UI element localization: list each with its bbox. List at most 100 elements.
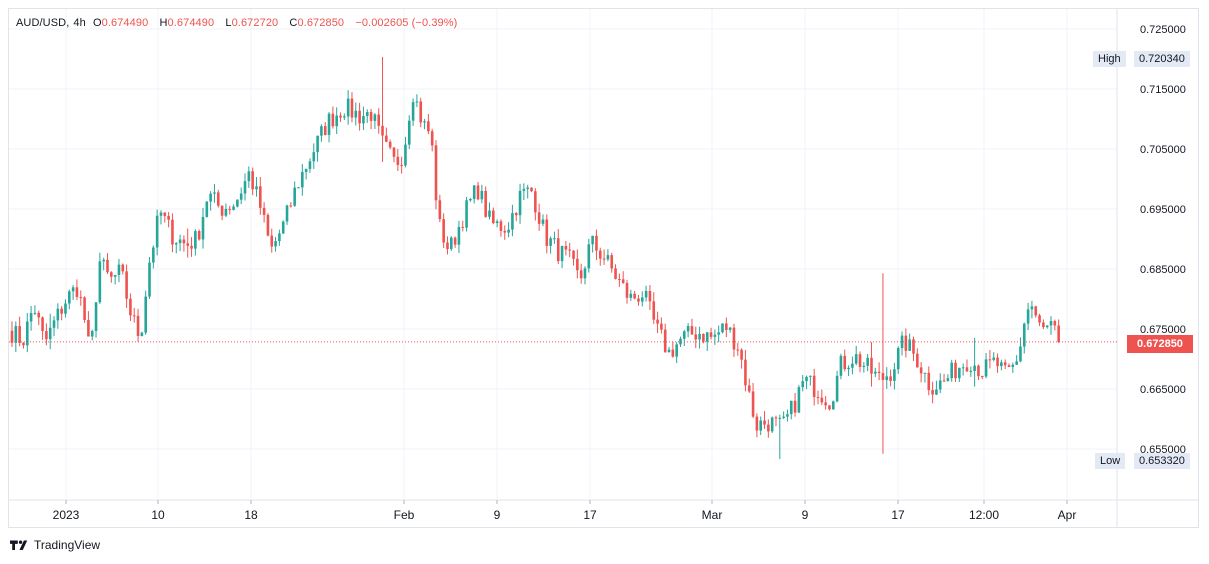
candle-body <box>598 250 602 259</box>
candle <box>770 416 774 434</box>
open-value: 0.674490 <box>101 17 149 29</box>
candle-body <box>793 400 797 413</box>
candle <box>820 389 824 406</box>
brand-name[interactable]: TradingView <box>34 538 101 552</box>
candle <box>125 264 128 308</box>
candle <box>644 285 648 302</box>
candle-body <box>1049 321 1053 326</box>
candle <box>595 229 598 261</box>
candle <box>747 378 751 393</box>
candle-body <box>633 293 636 299</box>
candle <box>717 325 720 343</box>
candle-body <box>258 186 262 208</box>
candle-body <box>220 205 224 216</box>
candle <box>1053 319 1057 331</box>
y-tick-label: 0.725000 <box>1140 24 1186 36</box>
candle-body <box>656 319 659 324</box>
candle-body <box>977 365 980 377</box>
candle-body <box>48 327 52 340</box>
interval-label[interactable]: 4h <box>73 17 86 29</box>
low-label: L <box>225 17 232 29</box>
candle <box>690 318 694 335</box>
candle <box>854 345 858 366</box>
y-tick-label: 0.675000 <box>1140 324 1186 336</box>
candle-body <box>606 255 610 260</box>
candle <box>186 228 190 258</box>
candle-body <box>889 376 892 381</box>
candle <box>992 352 996 362</box>
candle <box>438 194 442 223</box>
candle-body <box>755 416 759 431</box>
candle <box>255 177 258 197</box>
candle-body <box>511 213 514 230</box>
candle <box>904 328 908 358</box>
candle <box>132 307 136 323</box>
high-value: 0.674490 <box>167 17 215 29</box>
candle-body <box>186 243 190 246</box>
tradingview-logo-icon[interactable] <box>10 539 30 551</box>
candle <box>159 210 163 225</box>
candle-body <box>480 190 484 200</box>
candle-body <box>541 219 545 224</box>
candle <box>640 291 644 307</box>
candle-body <box>912 339 915 354</box>
x-tick-label: 18 <box>244 508 258 522</box>
candle-body <box>640 297 644 302</box>
candle-body <box>572 250 575 259</box>
candle <box>633 290 636 300</box>
candle-body <box>862 365 866 367</box>
candle-body <box>339 115 342 118</box>
candle <box>797 385 801 414</box>
candle-body <box>820 397 824 403</box>
candle <box>369 108 373 130</box>
candle-body <box>828 405 831 410</box>
candle-body <box>675 344 678 357</box>
candle <box>449 236 453 251</box>
candle-body <box>1042 322 1045 328</box>
candle <box>625 280 629 304</box>
candle <box>1034 305 1038 318</box>
candle <box>568 242 572 258</box>
candle-body <box>1003 362 1007 366</box>
candle-body <box>927 372 931 391</box>
candle <box>828 405 831 411</box>
candle <box>385 127 388 143</box>
candle-body <box>507 229 510 233</box>
candle <box>530 187 533 193</box>
candle <box>41 316 44 340</box>
candle <box>537 203 541 231</box>
candle <box>144 290 147 335</box>
candle-body <box>996 357 999 367</box>
candle <box>812 368 816 406</box>
candle <box>728 326 732 333</box>
candle-body <box>385 135 388 142</box>
candle-body <box>335 115 338 127</box>
candle <box>102 257 105 271</box>
candles <box>10 56 1060 460</box>
candle-body <box>961 367 965 369</box>
candle <box>1042 319 1045 330</box>
candle <box>744 350 747 392</box>
candle-body <box>174 243 178 245</box>
candle-body <box>354 110 358 118</box>
candle <box>98 252 102 304</box>
candle <box>373 112 377 130</box>
candle <box>453 236 457 248</box>
candle <box>801 375 805 392</box>
candle <box>912 336 915 361</box>
candle-body <box>877 371 881 374</box>
symbol-label[interactable]: AUD/USD <box>16 17 67 29</box>
candle <box>816 390 820 405</box>
candle <box>881 273 885 454</box>
candle <box>396 148 400 171</box>
candle-body <box>255 186 258 190</box>
candle-body <box>885 376 889 380</box>
candle <box>167 212 170 228</box>
candle <box>938 373 942 393</box>
candle <box>236 199 239 208</box>
candle <box>404 136 407 168</box>
candle <box>606 249 610 262</box>
candle <box>1003 359 1007 370</box>
candle <box>702 333 705 344</box>
